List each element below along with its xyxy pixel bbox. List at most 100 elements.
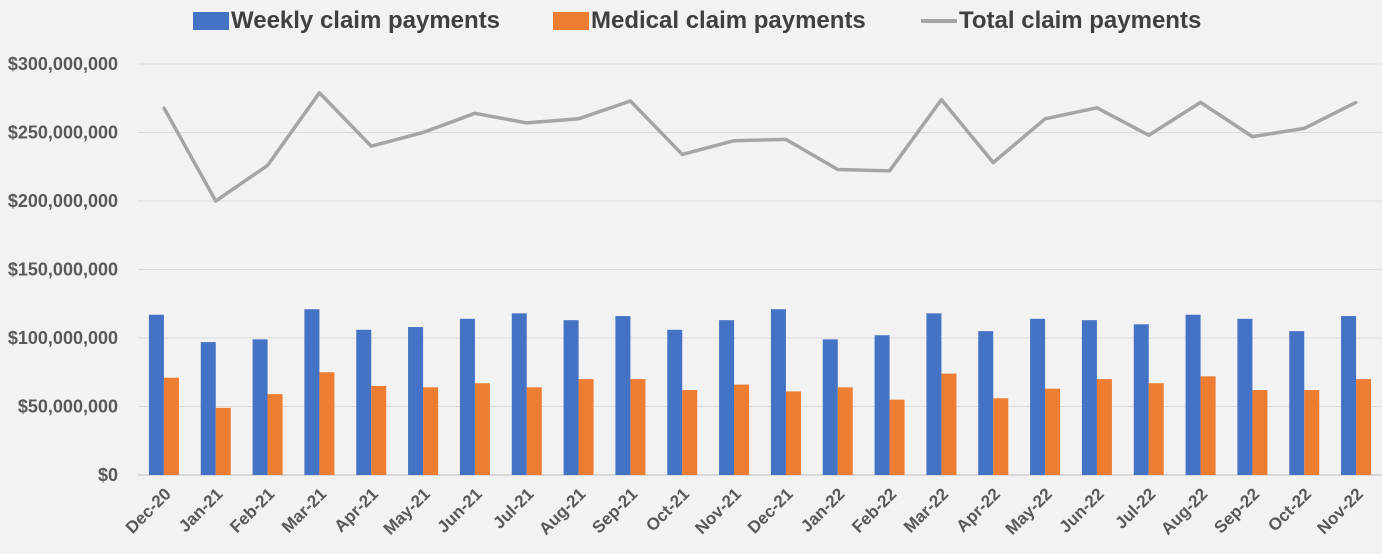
x-tick-label: Jul-22 <box>1111 484 1159 532</box>
total-line-point <box>214 199 218 203</box>
bar-medical <box>734 384 750 475</box>
legend-item-medical: Medical claim payments <box>553 4 866 38</box>
bar-medical <box>423 387 439 475</box>
y-axis: $0 $50,000,000 $100,000,000 $150,000,000 $20… <box>8 54 118 485</box>
legend: Weekly claim payments Medical claim paym… <box>0 4 1382 38</box>
x-tick-label: Apr-22 <box>953 484 1005 536</box>
total-line-point <box>421 131 425 134</box>
bar-medical <box>1304 390 1320 475</box>
x-tick-label: Sep-21 <box>588 484 641 537</box>
y-tick-label: $200,000,000 <box>8 191 118 211</box>
total-line-point <box>680 152 684 156</box>
x-tick-label: Apr-21 <box>331 484 383 536</box>
bar-medical <box>993 398 1009 475</box>
x-tick-label: Oct-21 <box>642 484 693 535</box>
bar-weekly <box>459 318 475 475</box>
x-tick-label: Aug-22 <box>1157 484 1211 538</box>
total-line-point <box>1095 106 1099 110</box>
total-line-point <box>266 163 270 167</box>
bar-medical <box>1045 388 1061 475</box>
y-tick-label: $250,000,000 <box>8 123 118 143</box>
total-line-point <box>991 161 995 165</box>
y-tick-label: $300,000,000 <box>8 54 118 74</box>
x-tick-label: Mar-21 <box>278 484 330 536</box>
x-tick-label: Feb-21 <box>226 484 278 536</box>
total-line-point <box>1147 133 1151 137</box>
bar-medical <box>578 379 594 475</box>
total-line <box>162 91 1358 203</box>
legend-item-weekly: Weekly claim payments <box>193 4 500 38</box>
bar-medical <box>319 372 335 475</box>
y-tick-label: $150,000,000 <box>8 260 118 280</box>
total-line-point <box>784 137 788 141</box>
bar-medical <box>371 385 387 475</box>
bar-weekly <box>926 313 942 475</box>
total-line-point <box>1043 117 1047 121</box>
bar-weekly <box>200 342 216 475</box>
x-tick-label: Mar-22 <box>900 484 952 536</box>
bar-weekly <box>1341 316 1357 475</box>
bar-medical <box>1356 379 1372 475</box>
x-tick-label: Jan-21 <box>175 484 227 536</box>
bar-medical <box>267 394 283 475</box>
total-line-point <box>525 121 529 125</box>
total-line-point <box>577 117 581 121</box>
x-tick-label: Sep-22 <box>1210 484 1263 537</box>
bar-weekly <box>770 309 786 475</box>
x-tick-label: Jun-21 <box>434 484 486 536</box>
bar-weekly <box>563 320 579 475</box>
legend-swatch-medical <box>553 12 589 30</box>
legend-item-total: Total claim payments <box>921 4 1201 38</box>
legend-label-medical: Medical claim payments <box>591 7 866 34</box>
x-tick-label: Nov-21 <box>691 484 745 538</box>
bar-weekly <box>1237 318 1253 475</box>
bar-medical <box>163 377 179 475</box>
x-tick-label: Oct-22 <box>1264 484 1315 535</box>
total-line-point <box>162 106 166 110</box>
bar-weekly <box>408 327 424 475</box>
bar-weekly <box>356 329 372 475</box>
bar-medical <box>526 387 542 475</box>
x-tick-label: Feb-22 <box>848 484 900 536</box>
bar-weekly <box>1133 324 1149 475</box>
total-line-point <box>369 144 373 148</box>
total-line-point <box>1250 135 1254 139</box>
legend-label-weekly: Weekly claim payments <box>231 7 501 34</box>
bar-weekly <box>511 313 527 475</box>
bar-medical <box>215 407 231 475</box>
legend-label-total: Total claim payments <box>959 7 1202 34</box>
total-line-point <box>1199 100 1203 104</box>
total-line-point <box>473 111 477 115</box>
bar-weekly <box>148 314 164 475</box>
bar-weekly <box>822 339 838 475</box>
y-tick-label: $100,000,000 <box>8 328 118 348</box>
x-tick-label: Aug-21 <box>535 484 589 538</box>
bar-medical <box>1096 379 1112 475</box>
total-line-point <box>888 169 892 173</box>
y-tick-label: $50,000,000 <box>18 397 118 417</box>
bar-medical <box>682 390 698 475</box>
bar-medical <box>630 379 646 475</box>
total-line-point <box>317 91 321 95</box>
bars <box>148 309 1372 475</box>
bar-medical <box>1252 390 1268 475</box>
bar-weekly <box>252 339 268 475</box>
total-line-point <box>1302 126 1306 130</box>
x-tick-label: Jun-22 <box>1056 484 1108 536</box>
total-line-point <box>628 99 632 103</box>
bar-medical <box>837 387 853 475</box>
x-tick-label: May-21 <box>380 484 434 538</box>
legend-swatch-weekly <box>193 12 229 30</box>
x-tick-label: Dec-21 <box>744 484 797 537</box>
bar-weekly <box>667 329 683 475</box>
bar-weekly <box>1185 314 1201 475</box>
total-line-point <box>939 98 943 102</box>
bar-weekly <box>1081 320 1097 475</box>
bar-medical <box>474 383 490 475</box>
total-line-point <box>836 167 840 171</box>
bar-weekly <box>615 316 631 475</box>
bar-medical <box>1148 383 1164 475</box>
bar-medical <box>941 373 957 475</box>
